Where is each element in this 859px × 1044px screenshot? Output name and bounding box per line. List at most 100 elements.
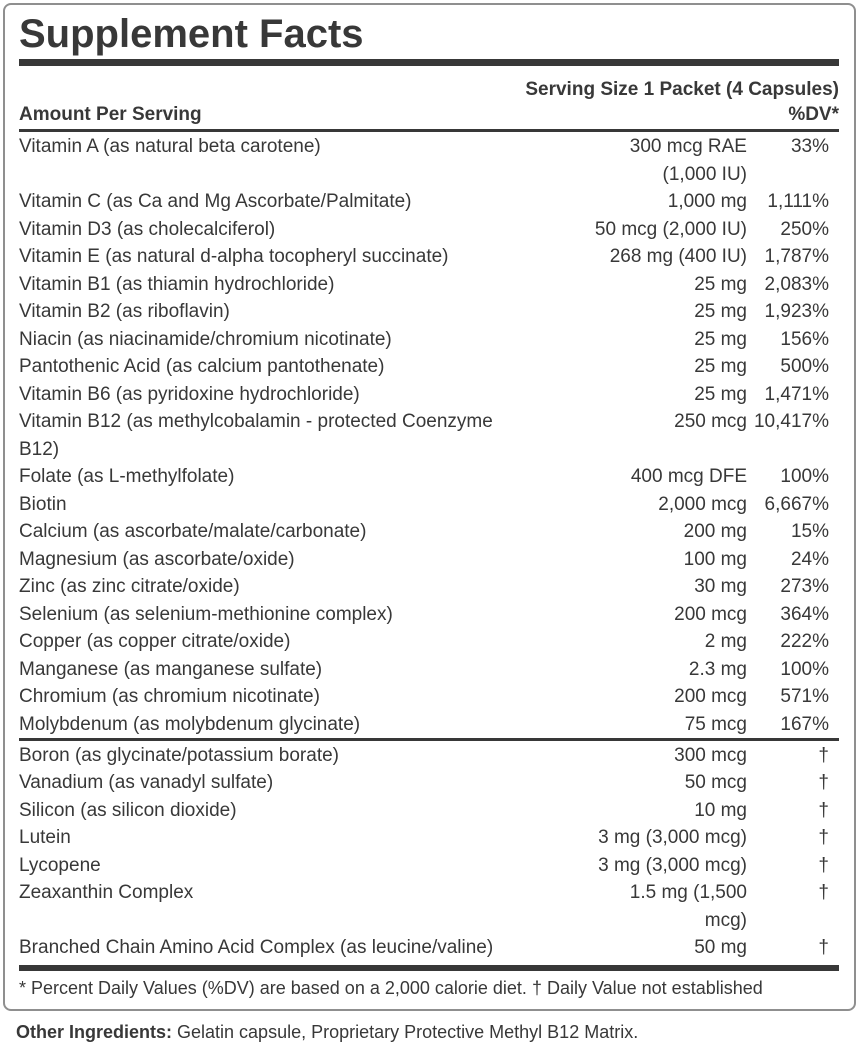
nutrient-amount: 30 mg (694, 576, 747, 597)
nutrient-name: Vitamin A (as natural beta carotene) (19, 136, 321, 157)
nutrient-dv: 100% (780, 658, 829, 680)
nutrient-name: Chromium (as chromium nicotinate) (19, 686, 320, 707)
nutrient-amount: 75 mcg (684, 713, 747, 735)
nutrient-name: Vitamin B6 (as pyridoxine hydrochloride) (19, 383, 360, 405)
nutrient-name: Vanadium (as vanadyl sulfate) (19, 772, 274, 793)
nutrient-name: Boron (as glycinate/potassium borate) (19, 744, 339, 766)
nutrient-dv: 1,471% (764, 383, 829, 405)
nutrient-name: Vitamin E (as natural d-alpha tocopheryl… (19, 246, 449, 267)
nutrient-amount: 2 mg (704, 631, 747, 652)
nutrient-name: Biotin (19, 493, 67, 515)
nutrient-name: Copper (as copper citrate/oxide) (19, 631, 291, 652)
nutrient-row: Zinc (as zinc citrate/oxide) 30 mg 273% (19, 573, 839, 601)
nutrient-row: Biotin 2,000 mcg 6,667% (19, 491, 839, 519)
nutrient-dv: 100% (780, 466, 829, 487)
nutrient-amount: 2,000 mcg (658, 493, 747, 515)
nutrient-amount: 2.3 mg (688, 658, 747, 680)
nutrient-name: Vitamin C (as Ca and Mg Ascorbate/Palmit… (19, 191, 412, 212)
nutrient-dv: † (818, 937, 829, 958)
nutrient-row: Selenium (as selenium-methionine complex… (19, 601, 839, 629)
other-ingredients-text: Gelatin capsule, Proprietary Protective … (172, 1021, 639, 1042)
nutrient-row: Niacin (as niacinamide/chromium nicotina… (19, 326, 839, 354)
nutrient-row: Vitamin E (as natural d-alpha tocopheryl… (19, 243, 839, 271)
nutrient-amount: 3 mg (3,000 mcg) (598, 827, 747, 848)
nutrient-row: Lutein 3 mg (3,000 mcg) † (19, 824, 839, 852)
nutrient-dv: 273% (780, 576, 829, 597)
column-headers: Amount Per Serving %DV* (19, 102, 839, 132)
nutrient-amount: 200 mcg (674, 603, 747, 625)
section-divider (19, 738, 839, 741)
nutrient-amount: 10 mg (694, 799, 747, 821)
nutrient-dv: 10,417% (753, 411, 829, 432)
nutrient-name: Lutein (19, 827, 71, 848)
nutrient-amount: 25 mg (694, 273, 747, 295)
dv-header: %DV* (788, 104, 839, 125)
nutrient-row: Vitamin A (as natural beta carotene) 300… (19, 133, 839, 188)
nutrient-name: Molybdenum (as molybdenum glycinate) (19, 713, 361, 735)
nutrient-row: Manganese (as manganese sulfate) 2.3 mg … (19, 656, 839, 684)
nutrient-dv: 222% (780, 631, 829, 652)
nutrient-row: Magnesium (as ascorbate/oxide) 100 mg 24… (19, 546, 839, 574)
supplement-facts-panel: Supplement Facts Serving Size 1 Packet (… (3, 3, 856, 1011)
nutrient-name: Magnesium (as ascorbate/oxide) (19, 548, 295, 570)
nutrient-dv: 500% (780, 356, 829, 377)
nutrient-name: Zinc (as zinc citrate/oxide) (19, 576, 240, 597)
other-ingredients-label: Other Ingredients: (16, 1021, 173, 1042)
nutrient-dv: 571% (780, 686, 829, 707)
nutrient-amount: 25 mg (694, 301, 747, 322)
nutrient-row: Calcium (as ascorbate/malate/carbonate) … (19, 518, 839, 546)
nutrient-name: Zeaxanthin Complex (19, 882, 194, 903)
nutrient-dv: 156% (780, 328, 829, 350)
nutrient-name: Calcium (as ascorbate/malate/carbonate) (19, 521, 367, 542)
nutrient-amount: 3 mg (3,000 mcg) (598, 854, 747, 876)
nutrient-amount: 100 mg (683, 548, 747, 570)
nutrient-row: Vitamin B1 (as thiamin hydrochloride) 25… (19, 271, 839, 299)
title-divider (19, 59, 839, 66)
nutrient-row: Vitamin D3 (as cholecalciferol) 50 mcg (… (19, 216, 839, 244)
main-nutrient-list: Vitamin A (as natural beta carotene) 300… (19, 132, 839, 738)
nutrient-dv: 33% (790, 136, 829, 157)
nutrient-dv: 1,111% (767, 191, 829, 212)
nutrient-dv: 15% (790, 521, 829, 542)
nutrient-amount: 250 mcg (674, 411, 747, 432)
nutrient-dv: 364% (780, 603, 829, 625)
nutrient-dv: † (818, 799, 829, 821)
nutrient-amount: 200 mg (683, 521, 747, 542)
nutrient-row: Zeaxanthin Complex 1.5 mg (1,500 mcg) † (19, 879, 839, 934)
nutrient-name: Niacin (as niacinamide/chromium nicotina… (19, 328, 392, 350)
footnote: * Percent Daily Values (%DV) are based o… (19, 977, 763, 998)
nutrient-dv: 250% (780, 218, 829, 240)
nutrient-dv: † (818, 882, 829, 903)
nutrient-row: Copper (as copper citrate/oxide) 2 mg 22… (19, 628, 839, 656)
nutrient-dv: 1,787% (764, 246, 829, 267)
nutrient-dv: 1,923% (764, 301, 829, 322)
nutrient-name: Vitamin D3 (as cholecalciferol) (19, 218, 276, 240)
nutrient-name: Vitamin B12 (as methylcobalamin - protec… (19, 411, 493, 460)
nutrient-amount: 1.5 mg (1,500 mcg) (629, 882, 747, 931)
panel-title: Supplement Facts (19, 12, 364, 56)
nutrient-dv: 167% (780, 713, 829, 735)
nutrient-dv: † (818, 827, 829, 848)
nutrient-amount: 25 mg (694, 383, 747, 405)
nutrient-amount: 400 mcg DFE (630, 466, 747, 487)
nutrient-amount: 300 mcg RAE (1,000 IU) (629, 136, 747, 185)
nutrient-name: Vitamin B1 (as thiamin hydrochloride) (19, 273, 335, 295)
nutrient-amount: 50 mcg (2,000 IU) (594, 218, 747, 240)
nutrient-row: Boron (as glycinate/potassium borate) 30… (19, 742, 839, 770)
nutrient-dv: 6,667% (764, 493, 829, 515)
nutrient-row: Vitamin C (as Ca and Mg Ascorbate/Palmit… (19, 188, 839, 216)
nutrient-amount: 300 mcg (674, 744, 747, 766)
amount-per-serving-header: Amount Per Serving (19, 104, 202, 125)
nutrient-row: Silicon (as silicon dioxide) 10 mg † (19, 797, 839, 825)
nutrient-row: Vitamin B2 (as riboflavin) 25 mg 1,923% (19, 298, 839, 326)
serving-size: Serving Size 1 Packet (4 Capsules) (525, 79, 839, 100)
nutrient-row: Lycopene 3 mg (3,000 mcg) † (19, 852, 839, 880)
nutrient-row: Vitamin B12 (as methylcobalamin - protec… (19, 408, 839, 463)
nutrient-dv: † (818, 772, 829, 793)
nutrient-name: Selenium (as selenium-methionine complex… (19, 603, 393, 625)
nutrient-row: Pantothenic Acid (as calcium pantothenat… (19, 353, 839, 381)
nutrient-dv: 2,083% (764, 273, 829, 295)
nutrient-amount: 50 mcg (684, 772, 747, 793)
nutrient-amount: 1,000 mg (667, 191, 747, 212)
nutrient-name: Silicon (as silicon dioxide) (19, 799, 237, 821)
